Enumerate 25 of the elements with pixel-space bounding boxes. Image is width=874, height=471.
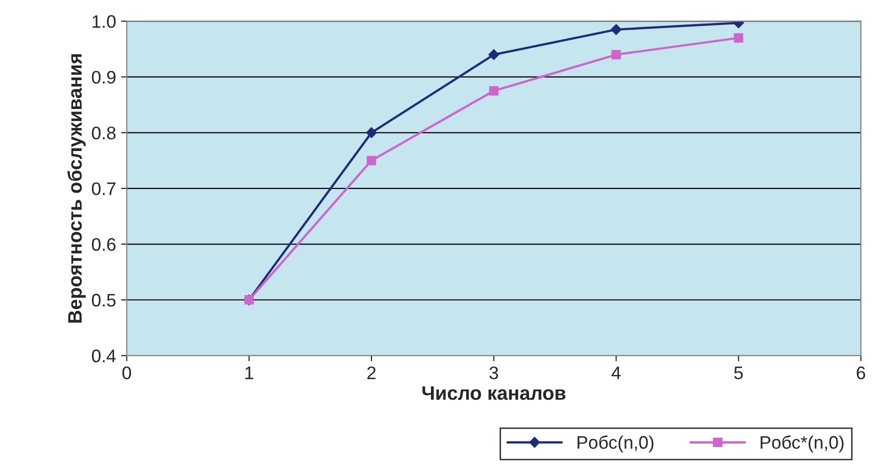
y-tick-label: 0.5 (92, 294, 116, 307)
point (610, 24, 622, 35)
y-tick-label: 0.6 (92, 238, 116, 251)
point (489, 86, 498, 96)
point (734, 33, 744, 43)
y-tick-label: 0.4 (92, 350, 116, 362)
x-tick-label: 3 (489, 366, 498, 380)
x-axis-title: Число каналов (422, 386, 566, 400)
x-tick-label: 6 (856, 366, 866, 380)
x-tick-label: 4 (612, 366, 621, 380)
point (366, 156, 376, 166)
x-tick-label: 2 (367, 366, 376, 380)
point (611, 50, 621, 60)
legend-label: Pобс*(n,0) (760, 435, 844, 452)
y-tick-label: 0.8 (92, 126, 116, 140)
y-tick-label: 0.7 (92, 182, 116, 196)
point (488, 49, 500, 60)
x-tick-label: 5 (734, 366, 743, 380)
y-axis-title: Вероятность обслуживания (67, 54, 86, 323)
y-tick-label: 1.0 (92, 15, 116, 28)
point (366, 127, 377, 138)
x-tick-label: 1 (245, 366, 254, 380)
x-tick-label: 0 (122, 366, 132, 380)
y-tick-label: 0.9 (92, 70, 116, 84)
legend-label: Pобс(n,0) (578, 435, 654, 452)
